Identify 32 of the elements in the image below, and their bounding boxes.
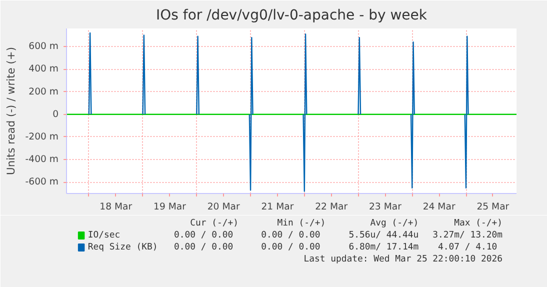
text: 3.27m/ 13.20m [432, 230, 503, 240]
y-tick-label: 0 [52, 108, 59, 120]
x-tick-label: 25 Mar [476, 202, 510, 212]
text: 0.00 / 0.00 [174, 242, 234, 252]
text: 6.80m/ 17.14m [348, 242, 419, 252]
y-tick-label: 200 m [28, 86, 59, 98]
text: 4.07 / 4.10 [438, 242, 498, 252]
y-axis-title: Units read (-) / write (+) [4, 47, 18, 175]
chart-title: IOs for /dev/vg0/lv-0-apache - by week [156, 8, 428, 24]
legend-label: Req Size (KB) [88, 242, 158, 252]
x-tick-label: 23 Mar [368, 202, 402, 212]
x-tick-label: 18 Mar [100, 202, 132, 212]
y-tick-label: -200 m [25, 131, 59, 142]
text: Max (-/+) [454, 218, 503, 228]
y-tick-label: -400 m [25, 154, 59, 166]
x-tick-label: 20 Mar [207, 202, 240, 212]
y-tick-label: 600 m [28, 41, 59, 52]
x-tick-label: 19 Mar [154, 202, 186, 212]
y-tick-label: 400 m [28, 64, 59, 75]
text: Cur (-/+) [190, 218, 238, 228]
x-tick-label: 22 Mar [315, 202, 348, 212]
text: 5.56u/ 44.44u [348, 230, 419, 240]
text: 0.00 / 0.00 [174, 230, 234, 240]
text: Avg (-/+) [370, 218, 419, 228]
y-tick-label: -600 m [25, 176, 59, 188]
legend-label: IO/sec [88, 230, 120, 240]
text: 0.00 / 0.00 [261, 242, 320, 252]
text: 0.00 / 0.00 [261, 230, 320, 240]
text: Min (-/+) [277, 218, 326, 228]
text: Last update: Wed Mar 25 22:00:10 2026 [304, 254, 503, 264]
x-tick-label: 21 Mar [261, 202, 294, 212]
x-tick-label: 24 Mar [422, 202, 456, 212]
